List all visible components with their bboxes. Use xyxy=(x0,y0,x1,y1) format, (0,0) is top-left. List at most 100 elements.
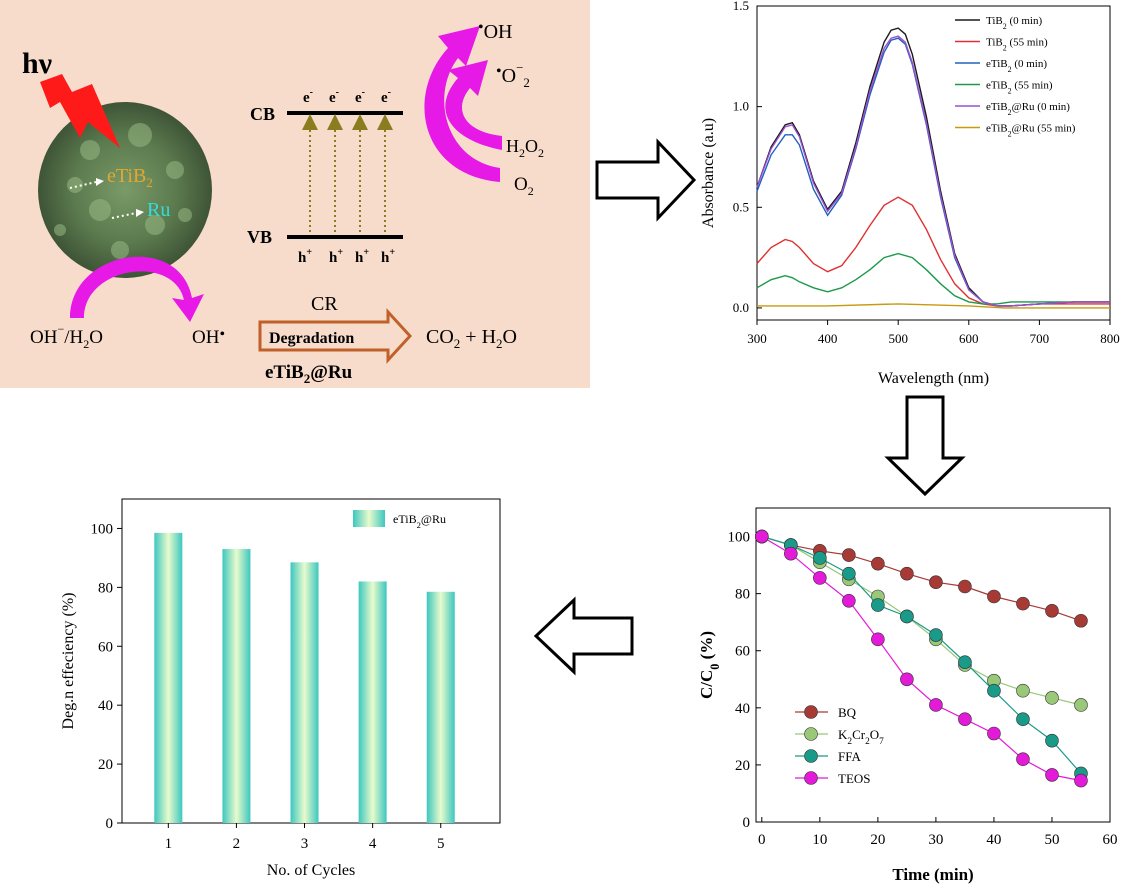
degradation-arrow xyxy=(258,308,413,364)
spectra-y-tick-label: 1.0 xyxy=(733,99,749,114)
hole-4: h+ xyxy=(381,247,395,266)
spectra-series-line xyxy=(756,35,1110,307)
kinetics-y-axis-label: C/C0 (%) xyxy=(697,631,722,699)
bar-y-tick-label: 80 xyxy=(98,580,113,596)
bar xyxy=(426,591,455,823)
h2o2-label: H2O2 xyxy=(506,136,544,160)
kinetics-data-point xyxy=(900,672,914,687)
ru-label: Ru xyxy=(147,199,170,221)
bar-y-tick-label: 60 xyxy=(98,639,113,655)
spectra-x-axis-label: Wavelength (nm) xyxy=(878,370,989,387)
kinetics-data-point xyxy=(1016,683,1030,698)
kinetics-data-point xyxy=(842,593,856,608)
electrons: e- e- e- e- xyxy=(303,87,391,106)
final-products-label: CO2 + H2O xyxy=(426,326,517,351)
kinetics-plot-frame xyxy=(755,507,1111,823)
kinetics-data-point xyxy=(842,548,856,562)
kinetics-x-tick-label: 50 xyxy=(1044,832,1059,848)
kinetics-legend-label: K2Cr2O7 xyxy=(838,727,884,747)
bar-x-tick-label: 2 xyxy=(233,836,241,852)
etib2-pointer-head xyxy=(96,178,104,186)
kinetics-data-point xyxy=(1045,603,1059,618)
degradation-label: Degradation xyxy=(269,330,354,347)
kinetics-legend-marker xyxy=(804,705,818,719)
kinetics-data-point xyxy=(929,575,943,590)
bar-x-tick-label: 4 xyxy=(369,836,377,852)
kinetics-y-tick-label: 20 xyxy=(735,758,750,774)
mechanism-diagram: hν eTiB2 Ru OH−/H2O OH• CB VB e- e- e- e… xyxy=(22,19,544,386)
kinetics-y-tick-label: 100 xyxy=(728,530,751,546)
excitation-arrows xyxy=(302,114,393,232)
bar-x-tick-label: 5 xyxy=(437,836,445,852)
kinetics-x-tick-label: 60 xyxy=(1103,832,1118,848)
kinetics-legend-label: FFA xyxy=(838,749,861,764)
kinetics-data-point xyxy=(929,628,943,642)
spectra-series-line xyxy=(756,252,1110,305)
spectra-y-tick-label: 0.5 xyxy=(733,199,749,214)
kinetics-data-point xyxy=(842,566,856,581)
hole-2: h+ xyxy=(329,247,343,266)
ru-pointer-head xyxy=(136,209,144,217)
spectra-legend-label: TiB2 (55 min) xyxy=(986,37,1048,53)
superoxide-label: •O−2 xyxy=(496,60,530,90)
kinetics-data-point xyxy=(813,551,827,565)
kinetics-data-point xyxy=(958,712,972,727)
bar-x-tick-label: 1 xyxy=(165,836,173,852)
kinetics-data-point xyxy=(1045,733,1059,748)
spectra-x-tick-label: 700 xyxy=(1030,331,1050,346)
kinetics-x-tick-label: 20 xyxy=(870,832,885,848)
particle-texture xyxy=(54,123,192,259)
h2o2-to-superoxide-arrow xyxy=(445,60,502,150)
oh-product-label: OH• xyxy=(192,326,225,348)
kinetics-data-point xyxy=(871,598,885,612)
kinetics-data-point xyxy=(1016,712,1030,727)
kinetics-data-point xyxy=(1074,698,1088,712)
bar-x-axis-label: No. of Cycles xyxy=(267,862,355,879)
kinetics-data-point xyxy=(1016,752,1030,767)
spectra-y-tick-label: 1.5 xyxy=(733,0,749,13)
spectra-x-tick-label: 600 xyxy=(959,331,979,346)
kinetics-data-point xyxy=(813,571,827,585)
kinetics-data-point xyxy=(1074,773,1088,788)
bar-y-tick-label: 100 xyxy=(91,521,114,537)
bar xyxy=(154,532,183,823)
holes: h+ h+ h+ h+ xyxy=(298,247,395,266)
kinetics-x-tick-label: 30 xyxy=(928,832,943,848)
kinetics-data-point xyxy=(1045,691,1059,705)
spectra-legend-label: eTiB2@Ru (0 min) xyxy=(986,101,1070,117)
spectra-y-axis-label: Absorbance (a.u) xyxy=(700,118,717,228)
kinetics-y-tick-label: 40 xyxy=(735,701,750,717)
kinetics-data-point xyxy=(900,566,914,581)
bar-y-tick-label: 0 xyxy=(106,816,114,832)
kinetics-legend-marker xyxy=(804,727,818,741)
spectra-x-tick-label: 400 xyxy=(818,331,838,346)
kinetics-x-tick-label: 10 xyxy=(812,832,827,848)
ru-pointer xyxy=(111,212,137,219)
cb-label: CB xyxy=(250,104,275,124)
bar-y-tick-label: 20 xyxy=(98,757,113,773)
spectra-x-tick-label: 500 xyxy=(888,331,908,346)
kinetics-data-point xyxy=(871,632,885,647)
spectra-legend-label: eTiB2 (55 min) xyxy=(986,80,1053,96)
bar xyxy=(222,549,251,823)
etib2-label: eTiB2 xyxy=(107,165,153,190)
light-bolt-icon xyxy=(40,74,120,148)
o2-to-oh-arrow xyxy=(424,26,500,182)
kinetics-data-point xyxy=(929,698,943,712)
bar xyxy=(290,562,319,823)
kinetics-data-point xyxy=(900,609,914,624)
electron-1: e- xyxy=(303,87,313,106)
kinetics-x-tick-label: 40 xyxy=(986,832,1001,848)
pollutant-label: CR xyxy=(311,293,338,315)
kinetics-y-tick-label: 60 xyxy=(735,644,750,660)
electron-4: e- xyxy=(381,87,391,106)
kinetics-legend-label: BQ xyxy=(838,705,857,720)
kinetics-data-point xyxy=(987,683,1001,698)
bar-x-tick-label: 3 xyxy=(301,836,309,852)
kinetics-legend-marker xyxy=(804,771,818,785)
spectra-y-tick-label: 0.0 xyxy=(733,300,749,315)
kinetics-data-point xyxy=(1016,596,1030,611)
kinetics-data-point xyxy=(1074,613,1088,628)
